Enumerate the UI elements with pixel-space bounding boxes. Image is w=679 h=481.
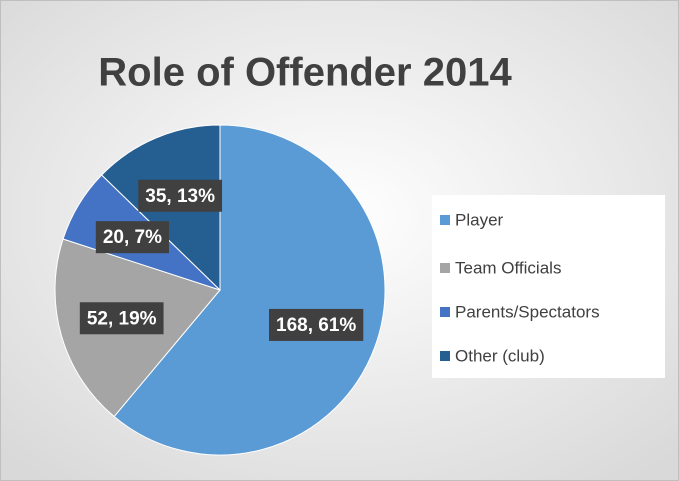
legend-label: Player bbox=[455, 210, 504, 229]
data-label: 52, 19% bbox=[87, 308, 157, 329]
legend-box bbox=[432, 195, 665, 378]
legend-label: Team Officials bbox=[455, 258, 561, 277]
data-label-box bbox=[79, 302, 164, 335]
data-label: 35, 13% bbox=[145, 186, 215, 207]
legend-swatch bbox=[440, 263, 450, 273]
legend-swatch bbox=[440, 307, 450, 317]
data-label-box bbox=[138, 179, 223, 212]
legend-label: Other (club) bbox=[455, 346, 545, 365]
legend-swatch bbox=[440, 351, 450, 361]
data-label-box bbox=[269, 308, 364, 341]
data-label: 20, 7% bbox=[103, 227, 162, 248]
pie-slice bbox=[113, 124, 386, 456]
data-label: 168, 61% bbox=[276, 315, 356, 336]
legend-label: Parents/Spectators bbox=[455, 302, 600, 321]
legend-swatch bbox=[440, 215, 450, 225]
data-label-box bbox=[95, 221, 169, 254]
chart-title: Role of Offender 2014 bbox=[98, 51, 512, 95]
